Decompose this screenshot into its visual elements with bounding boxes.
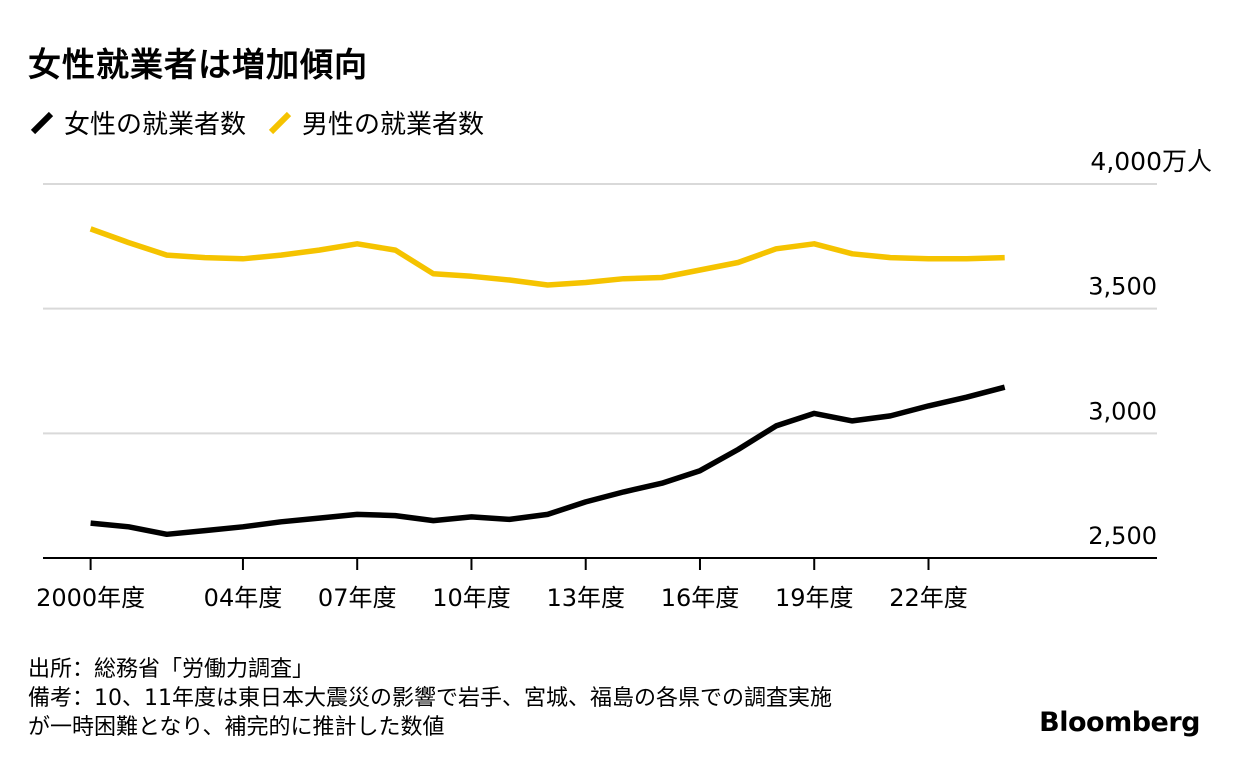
legend: 女性の就業者数 男性の就業者数 bbox=[30, 104, 506, 141]
legend-label-male: 男性の就業者数 bbox=[302, 110, 485, 140]
y-tick-label-2500: 2,500 bbox=[1088, 522, 1157, 550]
x-tick-label-2004: 04年度 bbox=[204, 584, 283, 612]
remark-note-line2: が一時困難となり、補完的に推計した数値 bbox=[28, 715, 445, 740]
legend-swatch-female-icon bbox=[30, 111, 54, 134]
x-tick-label-2016: 16年度 bbox=[661, 584, 740, 612]
y-tick-label-3000: 3,000 bbox=[1088, 397, 1157, 425]
y-axis-unit-label: 4,000万人 bbox=[1090, 147, 1212, 176]
x-tick-label-2010: 10年度 bbox=[432, 584, 511, 612]
remark-note-line1: 備考：10、11年度は東日本大震災の影響で岩手、宮城、福島の各県での調査実施 bbox=[28, 686, 832, 711]
series-line-female bbox=[90, 384, 1006, 538]
source-note: 出所：総務省「労働力調査」 bbox=[28, 657, 315, 682]
footer-notes: 出所：総務省「労働力調査」 備考：10、11年度は東日本大震災の影響で岩手、宮城… bbox=[28, 655, 832, 742]
legend-swatch-male-icon bbox=[268, 111, 292, 134]
y-tick-label-3500: 3,500 bbox=[1088, 273, 1157, 301]
series-line-male bbox=[89, 226, 1005, 288]
line-chart: 2,500 3,000 3,500 2000年度 04年度 07年度 10年度 13年度 16年… bbox=[36, 183, 1157, 612]
x-tick-label-2019: 19年度 bbox=[775, 584, 854, 612]
chart-title: 女性就業者は増加傾向 bbox=[28, 45, 368, 84]
bloomberg-logo: Bloomberg bbox=[1039, 707, 1200, 738]
legend-item-female: 女性の就業者数 bbox=[30, 104, 246, 141]
x-tick-label-2022: 22年度 bbox=[889, 584, 968, 612]
x-tick-label-2013: 13年度 bbox=[546, 584, 625, 612]
legend-label-female: 女性の就業者数 bbox=[64, 110, 247, 140]
legend-item-male: 男性の就業者数 bbox=[268, 104, 484, 141]
x-tick-label-2007: 07年度 bbox=[318, 584, 397, 612]
x-tick-label-2000: 2000年度 bbox=[36, 584, 145, 612]
